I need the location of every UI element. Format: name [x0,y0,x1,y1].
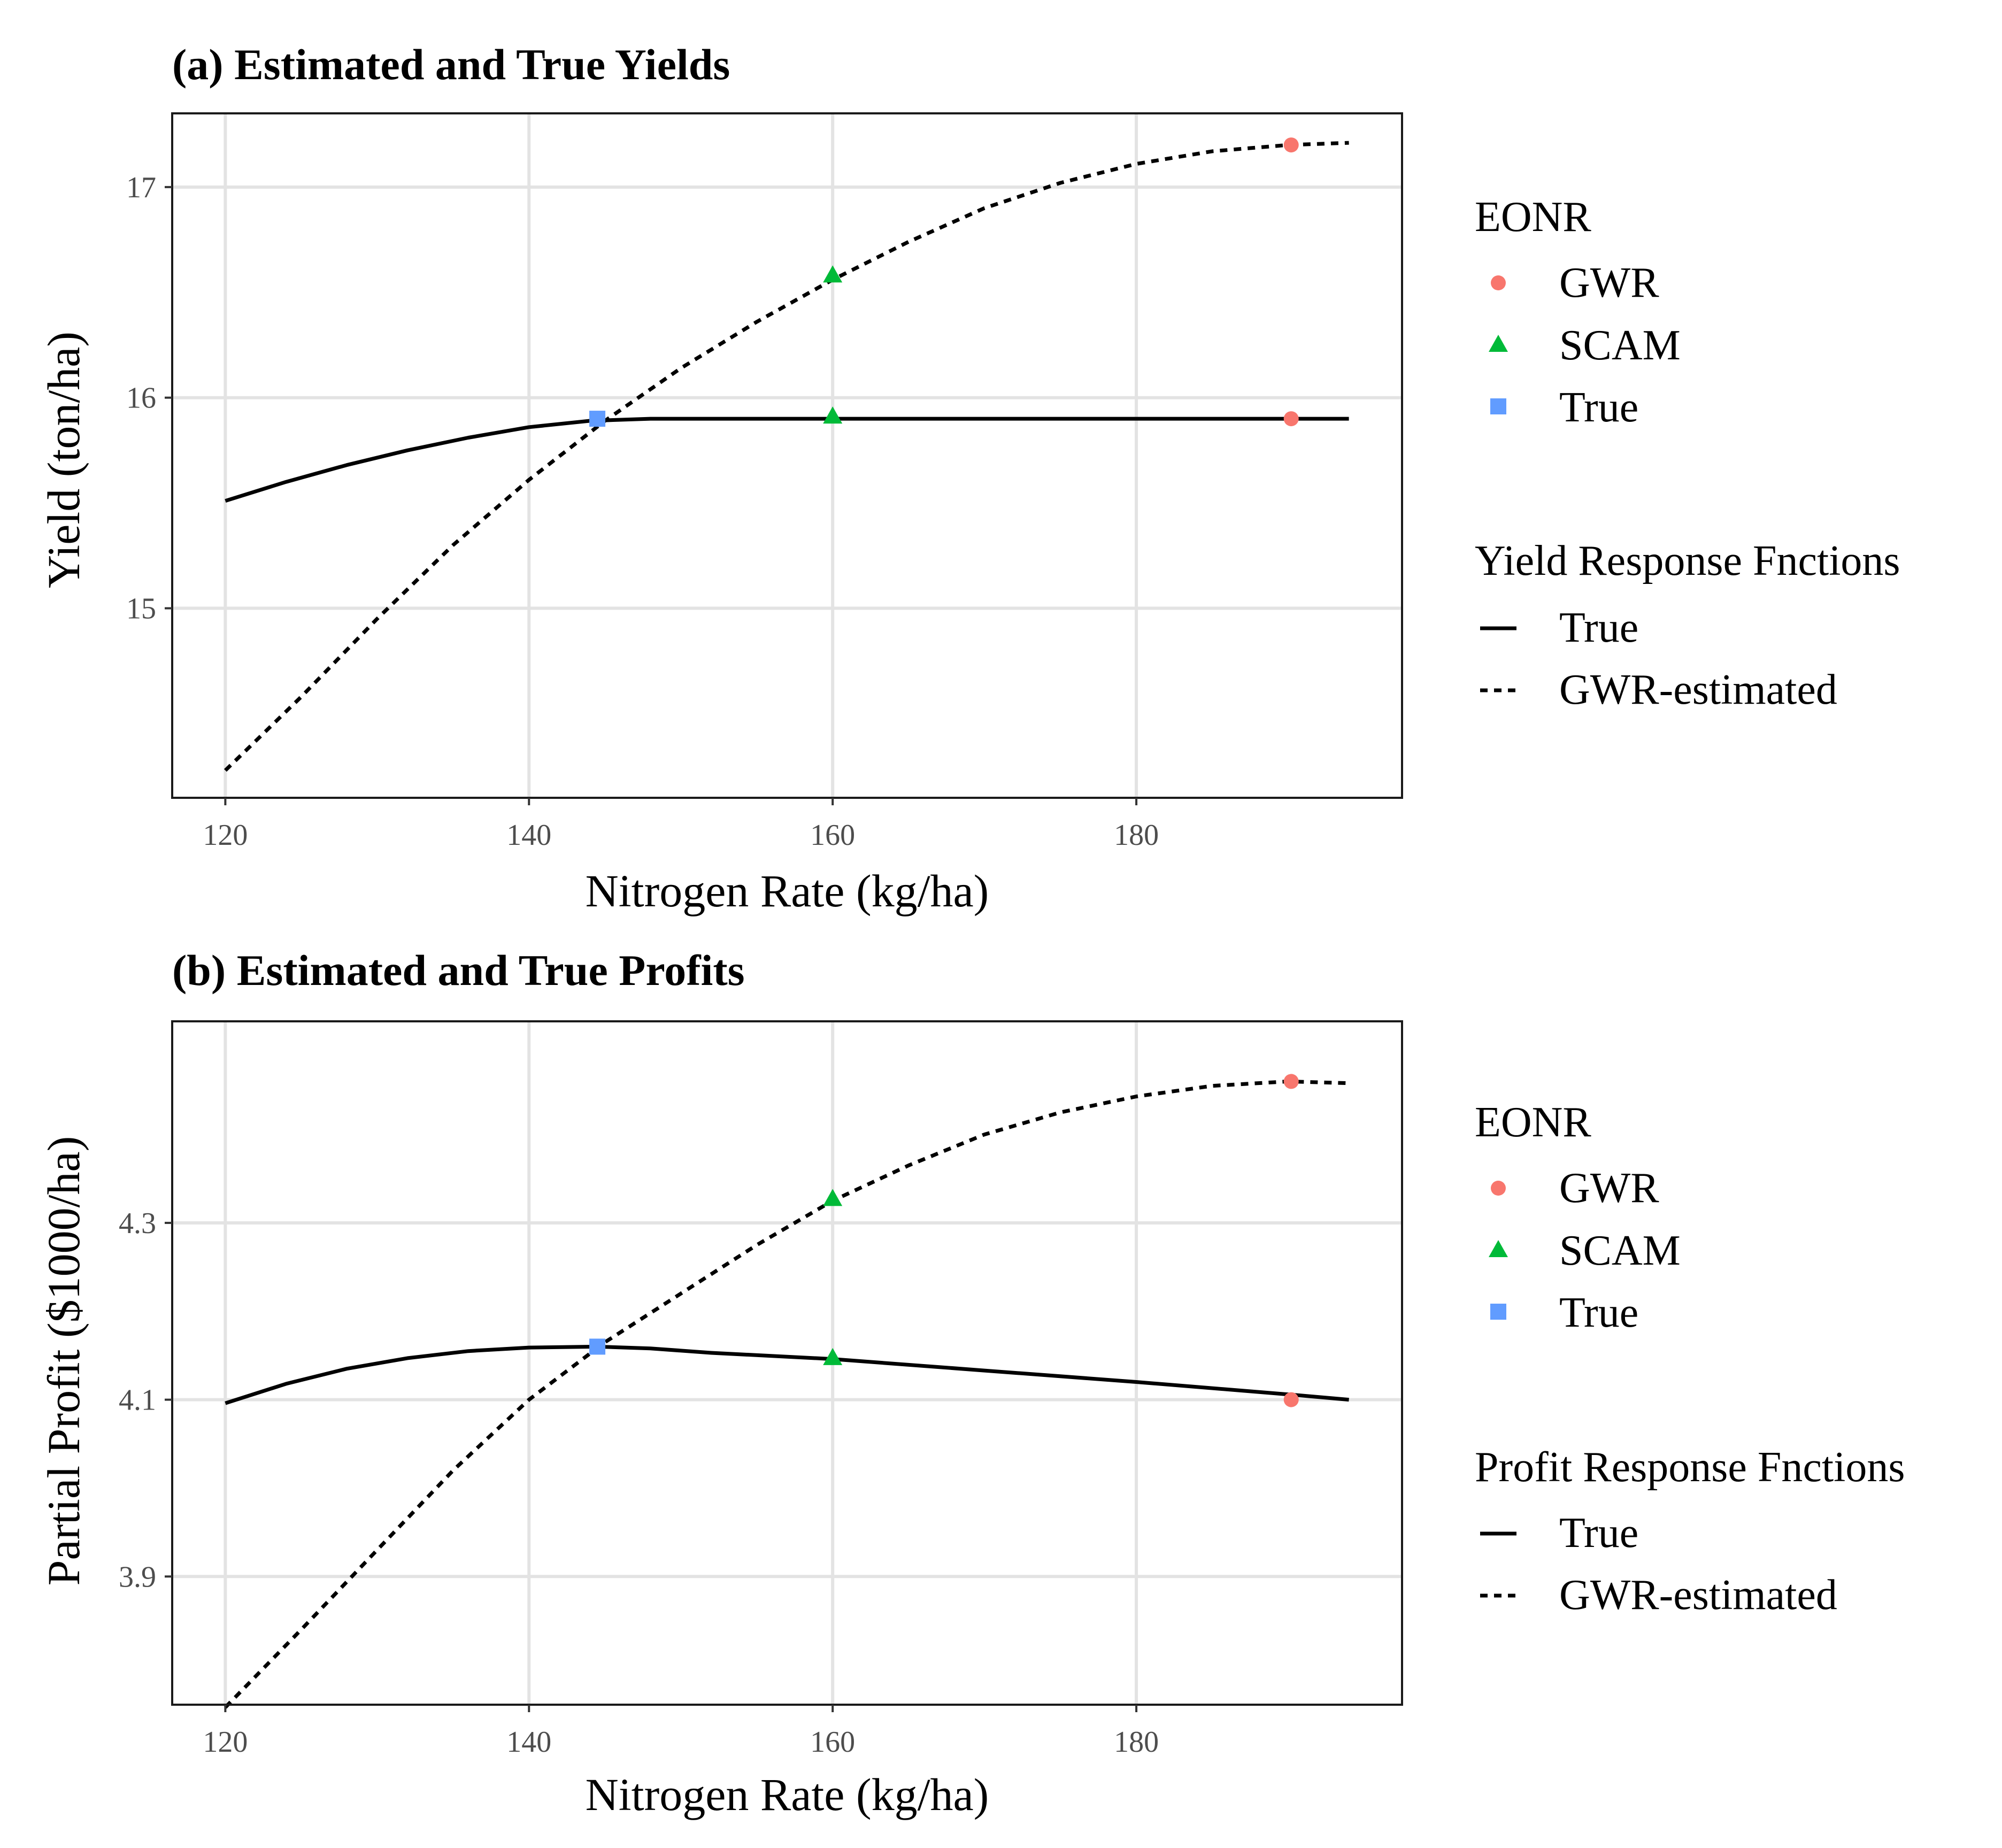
y-tick-label-profits: 4.1 [119,1384,156,1417]
x-axis-title-yields: Nitrogen Rate (kg/ha) [586,865,989,917]
legend-lines-title: Profit Response Fnctions [1475,1444,1905,1491]
y-tick-label-yields: 17 [126,171,156,204]
legend-key-true-square [1490,1304,1506,1320]
x-tick-label-profits: 180 [1114,1726,1159,1759]
legend-label-true-line: True [1559,604,1638,651]
y-tick-label-yields: 15 [126,592,156,626]
eonr-point-scam [823,265,843,283]
legend-label-true: True [1559,384,1638,431]
legend-lines-title: Yield Response Fnctions [1475,537,1900,584]
plot-area-yields: 120 140 160 180 15 16 17 [126,112,1403,852]
legend-eonr-yields: EONR GWR SCAM True [1475,194,1681,431]
gwr-estimated-line-yields [224,141,1349,772]
x-tick-label-profits: 140 [506,1726,551,1759]
legend-label-true-line: True [1559,1510,1638,1557]
legend-label-scam: SCAM [1559,322,1681,369]
eonr-point-true [589,411,606,427]
true-line-profits [225,1344,1349,1405]
legend-label-gwr: GWR [1559,259,1659,306]
legend-key-scam-triangle [1489,335,1508,352]
x-axis-title-profits: Nitrogen Rate (kg/ha) [586,1769,989,1820]
eonr-point-gwr [1283,1392,1299,1407]
legend-label-gwr: GWR [1559,1165,1659,1212]
gwr-estimated-line-profits [224,1079,1349,1709]
eonr-point-scam [823,1189,843,1206]
plot-frame-profits [171,1020,1403,1706]
legend-eonr-title: EONR [1475,1099,1591,1146]
legend-label-gwr-estimated-line: GWR-estimated [1559,666,1837,713]
legend-label-scam: SCAM [1559,1227,1681,1274]
y-axis-title-yields: Yield (ton/ha) [38,332,89,588]
legend-lines-profits: Profit Response Fnctions True GWR-estima… [1475,1444,1905,1619]
panel-a-title: (a) Estimated and True Yields [172,40,730,89]
legend-key-scam-triangle [1489,1240,1508,1257]
x-tick-label-yields: 140 [506,819,551,852]
legend-key-true-square [1490,398,1506,414]
x-tick-label-profits: 160 [810,1726,855,1759]
legend-key-gwr-circle [1491,275,1506,290]
x-tick-label-profits: 120 [203,1726,248,1759]
eonr-point-scam [823,1348,843,1365]
y-tick-label-profits: 3.9 [119,1560,156,1593]
plot-area-profits: 120 140 160 180 3.9 4.1 4.3 [119,1020,1403,1759]
y-tick-label-yields: 16 [126,382,156,415]
panel-yields: (a) Estimated and True Yields 120 140 160 1… [38,40,1900,917]
eonr-point-gwr [1283,1074,1299,1089]
legend-label-true: True [1559,1289,1638,1336]
legend-eonr-title: EONR [1475,194,1591,241]
eonr-point-gwr [1283,137,1299,153]
eonr-point-gwr [1283,411,1299,427]
x-tick-label-yields: 160 [810,819,855,852]
y-axis-title-profits: Partial Profit ($1000/ha) [38,1136,89,1586]
x-tick-label-yields: 120 [203,819,248,852]
legend-eonr-profits: EONR GWR SCAM True [1475,1099,1681,1336]
eonr-point-true [589,1338,606,1355]
true-line-yields [225,417,1349,503]
panel-b-title: (b) Estimated and True Profits [172,946,745,995]
plot-frame-yields [171,112,1403,799]
eonr-point-scam [823,406,843,424]
legend-lines-yields: Yield Response Fnctions True GWR-estimat… [1475,537,1900,713]
legend-key-gwr-circle [1491,1181,1506,1196]
legend-label-gwr-estimated-line: GWR-estimated [1559,1572,1837,1619]
y-tick-label-profits: 4.3 [119,1207,156,1240]
x-tick-label-yields: 180 [1114,819,1159,852]
panel-profits: (b) Estimated and True Profits 120 140 160… [38,946,1905,1820]
